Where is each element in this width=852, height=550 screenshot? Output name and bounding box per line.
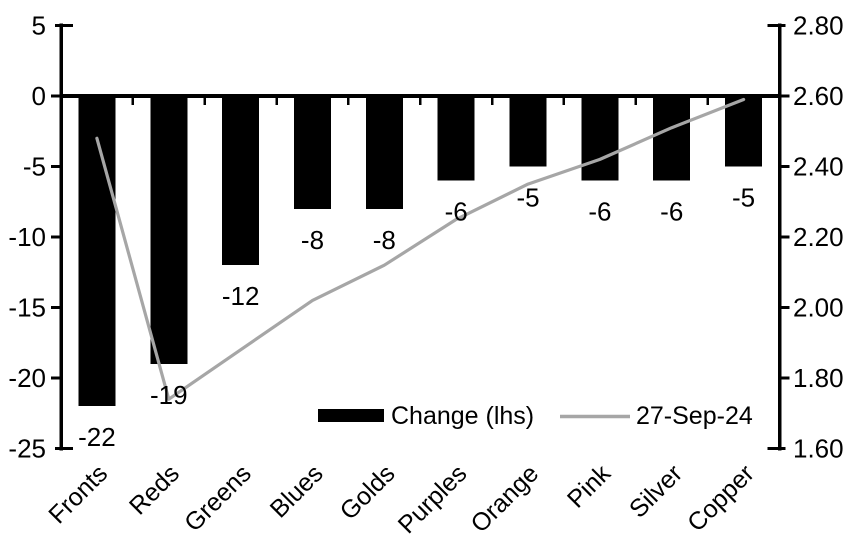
legend-line-label: 27-Sep-24 [636,402,753,430]
bar-golds [365,96,403,209]
line-series [95,97,746,401]
right-axis-tick-label: 2.20 [793,222,844,252]
right-axis-tick-label: 1.60 [793,434,844,464]
right-axis-tick-label: 2.60 [793,81,844,111]
left-axis-tick-label: -20 [8,363,46,393]
x-category-label-blues: Blues [265,459,329,523]
left-axis-tick-label: -5 [23,152,46,182]
bar-copper [725,96,763,167]
x-category-label-reds: Reds [124,459,185,520]
bar-silver [653,96,691,181]
bar-orange [509,96,547,167]
bar-data-label-golds: -8 [373,225,396,255]
bar-data-label-silver: -6 [660,197,683,227]
bar-data-label-orange: -5 [516,183,539,213]
x-category-label-pink: Pink [562,459,617,514]
bar-data-label-reds: -19 [150,380,188,410]
bar-data-label-fronts: -22 [78,422,116,452]
bar-blues [293,96,331,209]
legend-bar-swatch [318,409,384,422]
bar-data-label-copper: -5 [732,183,755,213]
bar-data-label-greens: -12 [222,281,260,311]
x-category-label-greens: Greens [179,459,257,537]
right-axis-tick-label: 2.40 [793,152,844,182]
x-category-label-silver: Silver [624,459,688,523]
left-axis-tick-label: 5 [32,11,46,41]
x-category-label-orange: Orange [466,459,545,538]
bar-purples [437,96,475,181]
left-axis-tick-label: -10 [8,222,46,252]
right-axis-tick-label: 1.80 [793,363,844,393]
left-axis-tick-label: 0 [32,81,46,111]
x-category-label-golds: Golds [335,459,401,525]
bar-data-label-pink: -6 [588,197,611,227]
x-category-label-fronts: Fronts [43,459,113,529]
legend-bar-label: Change (lhs) [391,402,534,430]
bar-pink [581,96,619,181]
legend: Change (lhs) 27-Sep-24 [318,402,753,430]
right-axis-tick-label: 2.00 [793,293,844,323]
bar-reds [150,96,188,364]
bar-greens [222,96,260,266]
left-axis-tick-label: -15 [8,293,46,323]
bar-data-label-blues: -8 [301,225,324,255]
x-category-label-copper: Copper [682,459,760,537]
left-axis-tick-label: -25 [8,434,46,464]
bar-fronts [78,96,116,407]
bar-data-label-purples: -6 [445,197,468,227]
right-axis-tick-label: 2.80 [793,11,844,41]
x-category-label-purples: Purples [393,459,473,539]
